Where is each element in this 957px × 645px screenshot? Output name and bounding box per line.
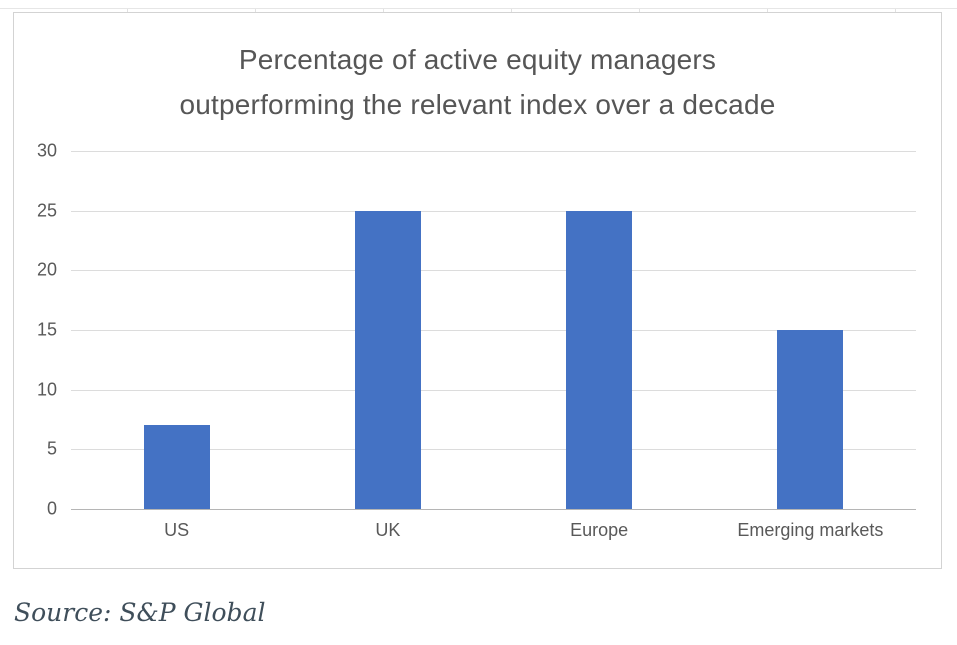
spreadsheet-gridline-artifact [0, 8, 957, 15]
chart-title-line-1: Percentage of active equity managers [238, 44, 717, 75]
gridline [71, 389, 916, 391]
bar-europe [566, 210, 633, 509]
chart-title-line-2: outperforming the relevant index over a … [179, 89, 776, 120]
x-category-label: UK [375, 520, 401, 540]
x-category-label: US [164, 520, 190, 540]
x-category-label: Europe [570, 520, 629, 540]
y-tick-label: 20 [36, 259, 57, 280]
y-tick-label: 0 [46, 498, 57, 519]
chart-frame: Percentage of active equity managers out… [13, 12, 942, 569]
source-caption: Source: S&P Global [14, 598, 266, 627]
y-tick-label: 25 [36, 200, 57, 221]
gridline [71, 330, 916, 331]
y-tick-label: 5 [46, 438, 57, 459]
gridline [71, 151, 916, 152]
y-tick-label: 30 [36, 140, 57, 161]
gridline [71, 210, 916, 212]
gridline [71, 449, 916, 451]
x-axis-line [71, 509, 916, 510]
bar-uk [354, 210, 421, 509]
x-category-label: Emerging markets [737, 520, 884, 540]
y-tick-label: 10 [36, 379, 57, 400]
bar-emerging-markets [777, 330, 844, 509]
plot-area: 0 5 10 15 20 25 30 US UK Europe Emerging markets [37, 141, 916, 540]
y-tick-label: 15 [36, 319, 57, 340]
bar-us [143, 425, 210, 509]
chart-title: Percentage of active equity managers out… [14, 37, 941, 127]
gridline [71, 270, 916, 272]
